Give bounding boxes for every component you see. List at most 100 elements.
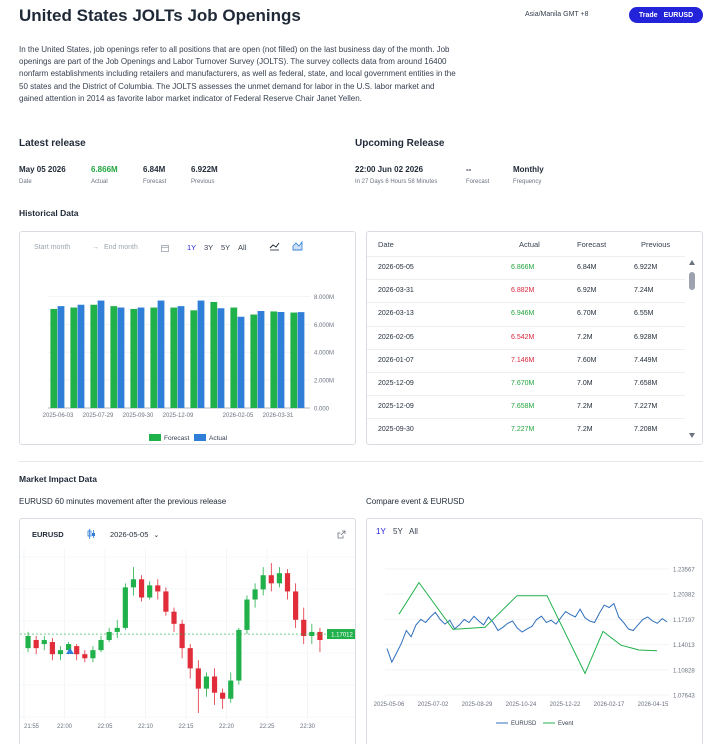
candle-body bbox=[66, 644, 72, 651]
end-month-input[interactable]: End month bbox=[104, 244, 138, 251]
cell-previous: 7.449M bbox=[634, 356, 658, 364]
cell-forecast: 7.2M bbox=[577, 403, 593, 411]
bar-forecast bbox=[90, 304, 98, 408]
range-3y[interactable]: 3Y bbox=[204, 243, 214, 252]
candle-body bbox=[74, 646, 80, 655]
upcoming-release-title: Upcoming Release bbox=[355, 138, 445, 149]
legend-actual: Actual bbox=[209, 435, 228, 442]
release-date-select[interactable]: 2026-05-05 ⌄ bbox=[110, 530, 160, 539]
cell-date: 2025-09-30 bbox=[378, 426, 414, 434]
col-forecast[interactable]: Forecast bbox=[577, 240, 607, 249]
table-row[interactable]: 2026-03-31 6.882M 6.92M 7.24M bbox=[367, 279, 685, 302]
cell-previous: 6.928M bbox=[634, 333, 658, 341]
upcoming-forecast: -- Forecast bbox=[466, 165, 490, 185]
cell-actual: 6.866M bbox=[511, 264, 535, 271]
x-tick-label: 22:30 bbox=[300, 724, 316, 730]
latest-actual: 6.866M Actual bbox=[91, 165, 118, 185]
cell-actual: 7.146M bbox=[511, 356, 535, 364]
x-tick-label: 2025-12-09 bbox=[163, 413, 194, 419]
candle-body bbox=[293, 591, 299, 620]
cell-previous: 7.227M bbox=[634, 403, 658, 411]
y-tick-label: 4.000M bbox=[314, 351, 334, 357]
historical-chart-panel: Start month → End month 1Y 3Y 5Y All 0.0… bbox=[19, 231, 356, 445]
cell-date: 2025-12-09 bbox=[378, 403, 414, 411]
trade-button[interactable]: Trade EURUSD bbox=[629, 7, 703, 23]
compare-range-all[interactable]: All bbox=[409, 527, 418, 536]
scroll-thumb bbox=[689, 272, 695, 290]
historical-data-title: Historical Data bbox=[19, 208, 79, 218]
candle-body bbox=[25, 635, 31, 649]
y-tick-label: 1.23567 bbox=[673, 568, 695, 574]
table-row[interactable]: 2025-12-09 7.658M 7.2M 7.227M bbox=[367, 395, 685, 418]
bar-forecast bbox=[190, 310, 198, 408]
table-row[interactable]: 2026-05-05 6.866M 6.84M 6.922M bbox=[367, 256, 685, 279]
bar-forecast bbox=[150, 307, 158, 408]
range-5y[interactable]: 5Y bbox=[221, 243, 231, 252]
candle-body bbox=[220, 692, 226, 699]
candle-body bbox=[236, 629, 242, 681]
candle-body bbox=[276, 573, 282, 584]
indicator-description: In the United States, job openings refer… bbox=[19, 45, 456, 103]
table-row[interactable]: 2026-03-13 6.946M 6.70M 6.55M bbox=[367, 302, 685, 325]
cell-forecast: 7.0M bbox=[577, 380, 593, 387]
legend-eurusd: EURUSD bbox=[511, 721, 537, 727]
x-tick-label: 2025-07-02 bbox=[418, 702, 449, 708]
range-1y[interactable]: 1Y bbox=[187, 243, 197, 252]
start-month-input[interactable]: Start month bbox=[34, 244, 71, 251]
candle-body bbox=[147, 585, 153, 598]
candle-body bbox=[211, 676, 218, 693]
table-scrollbar[interactable] bbox=[687, 258, 697, 440]
release-marker-icon bbox=[66, 648, 74, 654]
y-tick-label: 6.000M bbox=[314, 323, 334, 329]
scroll-up-icon bbox=[689, 260, 695, 265]
cell-date: 2025-12-09 bbox=[378, 380, 414, 387]
external-link-icon[interactable] bbox=[337, 530, 346, 539]
candle-body bbox=[268, 575, 274, 584]
compare-range-1y[interactable]: 1Y bbox=[376, 527, 386, 536]
candle-body bbox=[187, 648, 193, 669]
bar-forecast bbox=[110, 306, 118, 408]
pair-label[interactable]: EURUSD bbox=[32, 530, 64, 539]
col-date[interactable]: Date bbox=[378, 240, 394, 249]
col-previous[interactable]: Previous bbox=[641, 240, 671, 249]
y-tick-label: 1.20382 bbox=[673, 593, 695, 599]
candle-body bbox=[317, 631, 323, 641]
area-chart-icon[interactable] bbox=[292, 240, 303, 251]
table-row[interactable]: 2026-02-05 6.542M 7.2M 6.928M bbox=[367, 325, 685, 349]
bar-actual bbox=[117, 307, 125, 408]
timezone-label[interactable]: Asia/Manila GMT +8 bbox=[525, 11, 589, 18]
cell-forecast: 7.2M bbox=[577, 333, 593, 341]
x-tick-label: 22:15 bbox=[178, 724, 194, 730]
line-chart-icon[interactable] bbox=[269, 241, 280, 251]
col-actual[interactable]: Actual bbox=[519, 240, 540, 249]
x-tick-label: 2025-07-29 bbox=[83, 413, 114, 419]
range-all[interactable]: All bbox=[238, 243, 247, 252]
compare-chart-panel: 1Y 5Y All 1.07643 1.10828 1.14013 1.17197 1.… bbox=[366, 518, 703, 744]
candle-body bbox=[98, 640, 104, 651]
bar-forecast bbox=[290, 312, 298, 408]
legend-forecast: Forecast bbox=[164, 435, 189, 442]
y-tick-label: 1.17197 bbox=[673, 618, 695, 624]
candle-body bbox=[155, 585, 161, 592]
table-row[interactable]: 2026-01-07 7.146M 7.60M 7.449M bbox=[367, 348, 685, 372]
compare-range-5y[interactable]: 5Y bbox=[393, 527, 403, 536]
x-tick-label: 2025-05-06 bbox=[374, 702, 405, 708]
bar-forecast bbox=[50, 308, 58, 408]
bar-actual bbox=[257, 311, 265, 408]
candle-body bbox=[252, 589, 258, 600]
table-row[interactable]: 2025-09-30 7.227M 7.2M 7.208M bbox=[367, 418, 685, 441]
table-row[interactable]: 2025-12-09 7.670M 7.0M 7.658M bbox=[367, 372, 685, 395]
upcoming-frequency: Monthly Frequency bbox=[513, 165, 544, 185]
chevron-down-icon: ⌄ bbox=[153, 532, 160, 539]
x-tick-label: 22:25 bbox=[259, 724, 275, 730]
movement-chart-panel: EURUSD 2026-05-05 ⌄ 1.17012 21:55 22:00 22:0… bbox=[19, 518, 356, 744]
cell-previous: 7.208M bbox=[634, 426, 658, 434]
movement-chart-title: EURUSD 60 minutes movement after the pre… bbox=[19, 497, 227, 506]
candlestick-icon[interactable] bbox=[87, 529, 96, 539]
bar-actual bbox=[137, 307, 145, 408]
candle-body bbox=[122, 587, 128, 628]
calendar-icon[interactable] bbox=[161, 244, 169, 252]
x-tick-label: 22:00 bbox=[57, 724, 73, 730]
candle-body bbox=[179, 623, 185, 649]
y-tick-label: 8.000M bbox=[314, 295, 334, 301]
